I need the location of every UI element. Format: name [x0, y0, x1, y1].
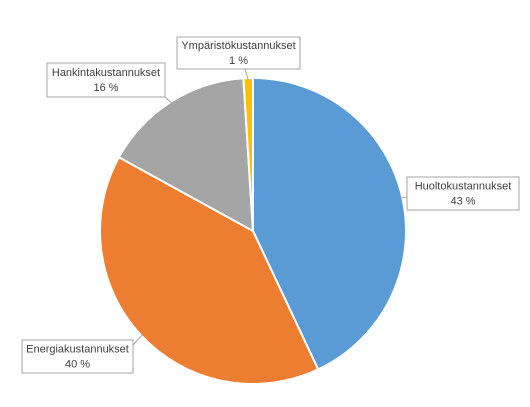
- leader-line: [132, 334, 144, 346]
- pie-slice: [242, 76, 254, 232]
- slice-label: Ympäristökustannukset: [181, 40, 295, 52]
- label-box: [176, 36, 301, 70]
- slice-label: Energiakustannukset: [26, 343, 129, 355]
- slice-value-label: 1 %: [229, 55, 248, 67]
- label-box: [46, 62, 166, 98]
- label-box: [21, 339, 134, 374]
- leader-line: [164, 96, 173, 104]
- slice-label: Huoltokustannukset: [415, 180, 512, 192]
- slice-value-label: 16 %: [93, 82, 118, 94]
- leader-line: [244, 68, 249, 81]
- slice-value-label: 43 %: [450, 195, 475, 207]
- leader-line: [400, 196, 408, 199]
- slice-label: Hankintakustannukset: [52, 67, 160, 79]
- label-box: [406, 176, 520, 211]
- slice-value-label: 40 %: [65, 358, 90, 370]
